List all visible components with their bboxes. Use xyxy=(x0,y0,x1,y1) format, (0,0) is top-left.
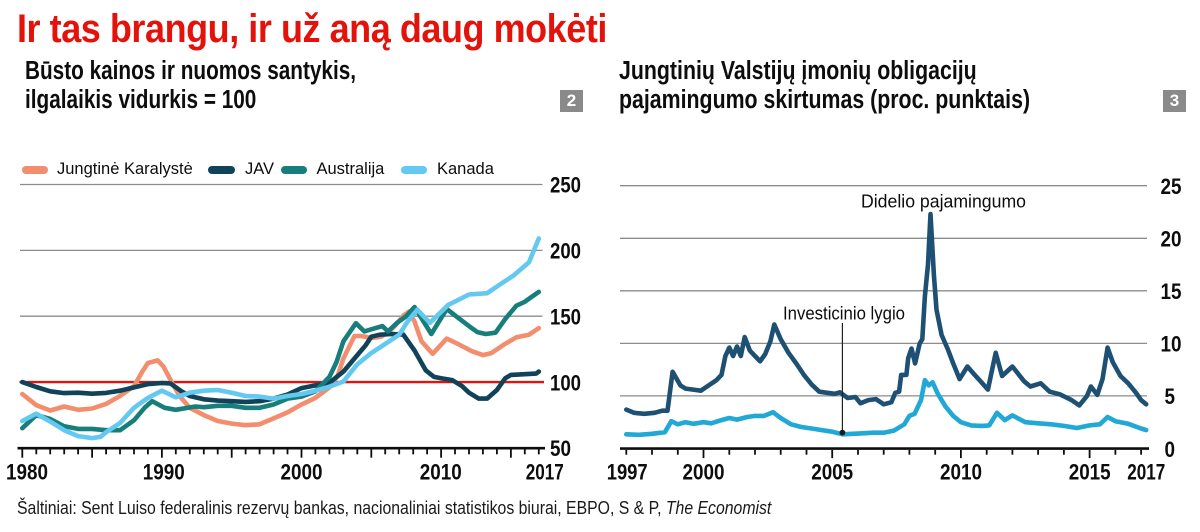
svg-text:200: 200 xyxy=(550,239,581,264)
svg-text:100: 100 xyxy=(550,370,581,395)
svg-text:20: 20 xyxy=(1161,226,1182,251)
svg-text:2017: 2017 xyxy=(1127,459,1165,484)
svg-text:2000: 2000 xyxy=(281,459,323,484)
svg-text:1980: 1980 xyxy=(6,459,48,484)
svg-text:10: 10 xyxy=(1161,332,1182,357)
svg-text:2010: 2010 xyxy=(420,459,462,484)
svg-text:15: 15 xyxy=(1161,279,1182,304)
svg-text:2015: 2015 xyxy=(1069,459,1111,484)
svg-text:Investicinio lygio: Investicinio lygio xyxy=(783,303,905,324)
svg-text:150: 150 xyxy=(550,304,581,329)
svg-text:0: 0 xyxy=(1165,437,1176,462)
svg-text:2000: 2000 xyxy=(683,459,725,484)
svg-text:Didelio pajamingumo: Didelio pajamingumo xyxy=(861,191,1026,212)
svg-text:25: 25 xyxy=(1161,174,1182,199)
svg-text:1990: 1990 xyxy=(143,459,185,484)
svg-text:5: 5 xyxy=(1165,384,1176,409)
svg-text:2005: 2005 xyxy=(811,459,853,484)
svg-text:2017: 2017 xyxy=(526,459,564,484)
svg-text:50: 50 xyxy=(550,436,571,461)
svg-text:2010: 2010 xyxy=(940,459,982,484)
svg-text:1997: 1997 xyxy=(607,459,648,484)
svg-text:250: 250 xyxy=(550,173,581,198)
